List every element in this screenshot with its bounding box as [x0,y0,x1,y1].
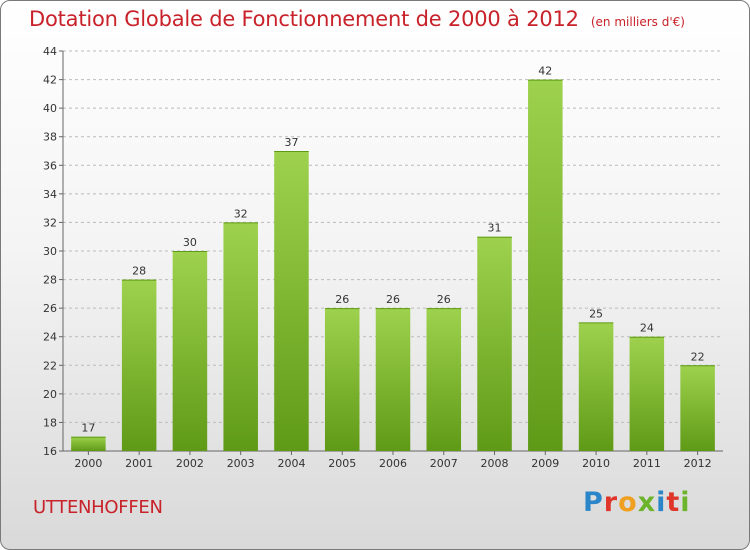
labels: 16 18 20 22 24 26 28 30 32 34 36 38 40 42 44 17 2000 28 20… [43,45,712,470]
value-label: 26 [386,293,400,306]
y-tick-label: 22 [43,359,57,372]
logo-letter: o [618,487,638,518]
logo-letter: r [603,487,619,518]
bar [426,308,462,451]
value-label: 22 [691,350,705,363]
value-label: 28 [132,265,146,278]
y-tick-label: 32 [43,216,57,229]
y-tick-label: 30 [43,245,57,258]
y-tick-label: 38 [43,131,57,144]
y-tick-label: 20 [43,388,57,401]
bar [528,79,563,452]
value-label: 37 [284,136,298,149]
y-tick-label: 40 [43,102,57,115]
commune-name: UTTENHOFFEN [33,497,163,518]
chart-title: Dotation Globale de Fonctionnement de 20… [29,7,685,31]
bar [172,251,208,451]
y-tick-label: 24 [43,331,57,344]
y-tick-label: 34 [43,188,57,201]
y-tick-label: 44 [43,45,57,58]
bar [223,222,258,451]
value-label: 30 [183,236,197,249]
value-label: 42 [538,65,552,78]
value-label: 24 [640,322,654,335]
x-tick-label: 2006 [379,457,407,470]
value-label: 17 [81,422,95,435]
y-tick-label: 16 [43,445,57,458]
title-text: Dotation Globale de Fonctionnement de 20… [29,7,579,31]
proxiti-logo: Proxiti [583,487,691,518]
bar [629,336,665,451]
y-tick-label: 28 [43,274,57,287]
value-label: 31 [488,222,502,235]
value-label: 26 [335,293,349,306]
logo-letter: P [583,487,604,518]
x-tick-label: 2001 [125,457,153,470]
x-tick-label: 2008 [481,457,509,470]
value-label: 32 [234,207,248,220]
bar [121,279,157,451]
bars [71,79,715,452]
value-label: 26 [437,293,451,306]
y-tick-label: 36 [43,159,57,172]
value-label: 25 [589,307,603,320]
x-tick-label: 2007 [430,457,458,470]
bar [71,436,106,451]
x-tick-label: 2012 [684,457,712,470]
bar [477,236,512,451]
logo-letter: x [637,487,657,518]
logo-letter: t [666,487,681,518]
logo-letter: i [680,487,691,518]
bar [578,322,614,451]
chart-subtitle: (en milliers d'€) [590,15,685,29]
bar [324,308,360,451]
x-tick-label: 2011 [633,457,661,470]
y-tick-label: 26 [43,302,57,315]
x-tick-label: 2000 [74,457,102,470]
bar [375,308,411,451]
x-tick-label: 2002 [176,457,204,470]
x-tick-label: 2005 [328,457,356,470]
logo-letter: i [656,487,667,518]
x-tick-label: 2010 [582,457,610,470]
y-tick-label: 42 [43,74,57,87]
x-tick-label: 2004 [277,457,305,470]
x-tick-label: 2009 [531,457,559,470]
x-tick-label: 2003 [227,457,255,470]
y-tick-label: 18 [43,416,57,429]
bar [274,151,309,451]
bar [680,365,715,451]
